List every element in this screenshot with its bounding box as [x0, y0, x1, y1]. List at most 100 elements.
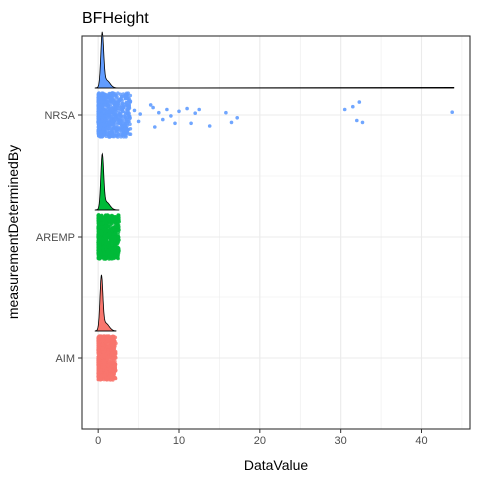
point-aim [109, 373, 114, 377]
point-nrsa [119, 112, 123, 117]
point-nrsa [121, 109, 125, 113]
point-nrsa [107, 135, 111, 139]
point-nrsa [114, 130, 119, 134]
outlier-point-nrsa [197, 107, 201, 112]
outlier-point-nrsa [229, 120, 234, 125]
point-aremp [104, 224, 108, 228]
outlier-point-nrsa [185, 106, 189, 111]
point-aremp [116, 213, 121, 218]
outlier-point-nrsa [173, 121, 177, 126]
point-aim [111, 357, 116, 361]
point-aremp [100, 230, 104, 234]
point-aremp [115, 254, 120, 259]
point-aremp [100, 215, 105, 219]
point-nrsa [98, 130, 103, 134]
point-nrsa [102, 124, 106, 128]
point-nrsa [121, 131, 126, 135]
point-aremp [98, 241, 102, 245]
point-aim [106, 350, 110, 355]
point-nrsa [96, 114, 100, 119]
point-aim [99, 374, 104, 378]
x-axis-ticks: 0 10 20 30 40 [95, 429, 428, 447]
point-nrsa [123, 115, 128, 120]
point-aremp [113, 249, 117, 254]
point-nrsa [111, 110, 116, 114]
x-tick-label: 0 [95, 435, 101, 447]
point-nrsa [128, 132, 133, 136]
plot-background [82, 36, 470, 429]
point-nrsa [111, 100, 116, 105]
chart-title: BFHeight [82, 10, 149, 27]
point-aim [105, 355, 110, 360]
point-aim [97, 335, 101, 340]
point-nrsa [128, 100, 132, 104]
point-aremp [98, 246, 102, 250]
point-aremp [115, 241, 120, 246]
outlier-point-nrsa [161, 117, 165, 122]
point-aremp [99, 225, 103, 230]
point-aim [110, 351, 114, 356]
point-aim [96, 361, 101, 365]
point-aremp [102, 234, 107, 238]
point-nrsa [107, 96, 111, 100]
point-nrsa [123, 102, 127, 107]
point-nrsa [104, 93, 109, 98]
point-nrsa [126, 95, 130, 100]
outlier-point-nrsa [153, 125, 157, 129]
point-nrsa [99, 122, 104, 126]
point-aim [113, 367, 117, 371]
point-aremp [107, 236, 112, 240]
point-aremp [116, 248, 120, 253]
point-aim [98, 368, 103, 373]
point-nrsa [125, 111, 130, 116]
point-aremp [98, 251, 103, 256]
point-nrsa [118, 132, 123, 137]
point-aremp [106, 242, 110, 247]
point-aremp [98, 255, 103, 260]
outlier-point-nrsa [193, 111, 197, 115]
point-nrsa [123, 93, 128, 97]
point-aim [112, 371, 116, 376]
point-aremp [101, 239, 105, 243]
x-tick-label: 40 [415, 435, 427, 447]
point-aim [113, 375, 117, 380]
outlier-point-nrsa [151, 105, 155, 110]
point-nrsa [99, 99, 104, 104]
point-nrsa [96, 111, 101, 115]
plot-panel-border [81, 35, 471, 430]
x-tick-label: 20 [254, 435, 266, 447]
outlier-point-nrsa [360, 120, 365, 125]
x-tick-label: 30 [335, 435, 347, 447]
point-aim [102, 334, 106, 338]
point-aim [101, 359, 106, 364]
point-aremp [108, 233, 112, 237]
point-aremp [117, 219, 121, 224]
y-tick-label: AREMP [36, 232, 75, 244]
point-aremp [107, 219, 112, 223]
point-aremp [114, 228, 119, 233]
point-aremp [115, 251, 120, 255]
outlier-point-nrsa [355, 118, 359, 123]
point-aim [97, 370, 101, 375]
point-nrsa [120, 98, 124, 103]
density-clouds [94, 31, 455, 332]
outlier-point-nrsa [177, 109, 181, 114]
point-nrsa [99, 92, 104, 97]
point-nrsa [100, 118, 104, 123]
outlier-point-nrsa [169, 114, 173, 118]
point-nrsa [120, 101, 125, 106]
point-nrsa [96, 120, 100, 124]
point-nrsa [106, 109, 111, 114]
point-nrsa [100, 104, 105, 109]
point-nrsa [110, 130, 114, 134]
outlier-point-nrsa [165, 107, 169, 112]
outlier-point-nrsa [351, 104, 355, 109]
outlier-point-nrsa [189, 121, 193, 126]
point-aremp [116, 236, 120, 241]
point-nrsa [110, 106, 114, 111]
data-points [96, 91, 455, 382]
point-aremp [112, 241, 117, 245]
y-axis-title: measurementDeterminedBy [5, 145, 21, 319]
point-aremp [107, 229, 111, 233]
